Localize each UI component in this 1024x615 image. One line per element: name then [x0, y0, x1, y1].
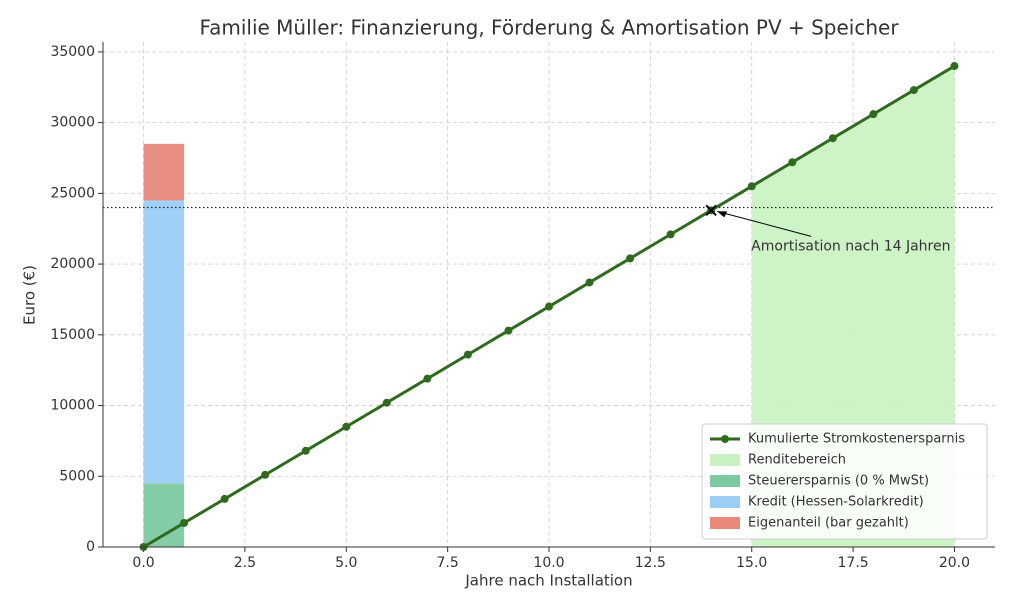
point	[220, 494, 229, 503]
x-tick-label: 5.0	[335, 555, 357, 571]
x-tick-label: 17.5	[838, 555, 869, 571]
arrow-head	[717, 211, 728, 218]
point	[626, 254, 635, 263]
point	[747, 182, 756, 191]
bar-segment	[143, 143, 185, 201]
bar-segment	[143, 483, 185, 547]
legend-label: Renditebereich	[748, 453, 846, 468]
annotation-arrow	[717, 210, 812, 237]
point	[788, 158, 797, 167]
annotation-text: Amortisation nach 14 Jahren	[751, 238, 950, 254]
bar-segment	[143, 200, 185, 484]
legend-label: Kredit (Hessen-Solarkredit)	[748, 495, 924, 510]
point	[545, 302, 553, 311]
point	[666, 230, 675, 239]
point	[261, 470, 270, 479]
marker-stroke	[705, 204, 717, 217]
point	[585, 278, 594, 287]
legend-label: Steuerersparnis (0 % MwSt)	[748, 474, 929, 489]
legend-swatch	[710, 475, 740, 487]
y-tick-label: 25000	[50, 185, 95, 201]
point	[463, 350, 472, 359]
legend-point	[721, 435, 729, 443]
point	[180, 518, 189, 527]
x-tick-label: 10.0	[533, 555, 564, 571]
x-tick-label: 12.5	[635, 555, 666, 571]
legend-label: Kumulierte Stromkostenersparnis	[748, 432, 965, 447]
x-tick-label: 0.0	[132, 555, 154, 571]
y-tick-label: 30000	[50, 115, 95, 131]
x-axis-label: Jahre nach Installation	[464, 572, 632, 590]
legend-swatch	[710, 496, 740, 508]
y-tick-label: 35000	[50, 44, 95, 60]
point	[342, 422, 351, 431]
legend-swatch	[710, 454, 740, 466]
point	[504, 326, 513, 335]
point	[382, 398, 391, 407]
legend-box	[701, 423, 988, 540]
point	[950, 62, 959, 71]
x-tick-label: 2.5	[234, 555, 256, 571]
y-tick-label: 10000	[50, 398, 95, 414]
chart-title: Familie Müller: Finanzierung, Förderung …	[199, 16, 899, 40]
annotation-marker	[705, 204, 717, 217]
point	[869, 110, 878, 119]
y-tick-label: 15000	[50, 327, 95, 343]
y-tick-label: 20000	[50, 256, 95, 272]
y-tick-label: 0	[86, 539, 95, 555]
point	[909, 86, 918, 95]
point	[423, 374, 432, 383]
point	[301, 446, 310, 455]
point	[828, 134, 837, 143]
y-axis-label: Euro (€)	[21, 265, 39, 325]
legend-label: Eigenanteil (bar gezahlt)	[748, 516, 909, 531]
x-tick-label: 7.5	[437, 555, 459, 571]
y-tick-label: 5000	[59, 468, 95, 484]
x-tick-label: 15.0	[736, 555, 767, 571]
x-tick-label: 20.0	[939, 555, 970, 571]
legend-swatch	[710, 517, 740, 529]
